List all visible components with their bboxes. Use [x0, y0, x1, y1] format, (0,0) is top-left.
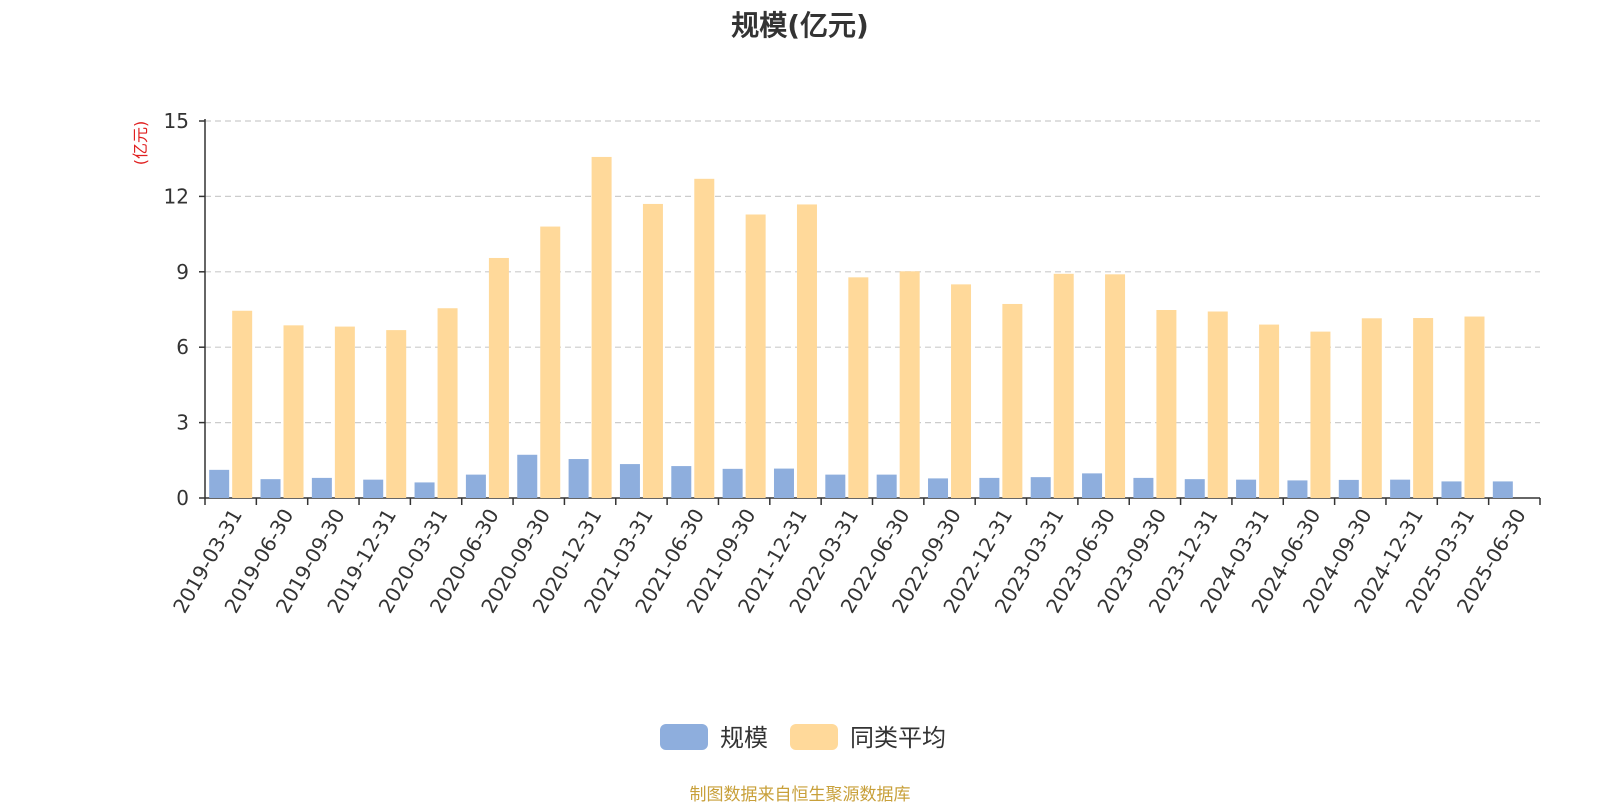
bar-peer-average-14 — [951, 284, 972, 498]
bar-scale-18 — [1133, 477, 1154, 498]
bar-peer-average-20 — [1259, 324, 1280, 498]
y-tick-label-0: 0 — [176, 486, 189, 510]
bar-scale-0 — [209, 469, 230, 498]
bar-peer-average-13 — [899, 271, 920, 498]
chart-title: 规模(亿元) — [731, 9, 869, 42]
bar-scale-4 — [414, 482, 435, 498]
bar-scale-17 — [1082, 473, 1103, 498]
x-tick-labels: 2019-03-312019-06-302019-09-302019-12-31… — [168, 505, 1531, 618]
bar-scale-22 — [1338, 479, 1359, 498]
bar-peer-average-21 — [1310, 331, 1331, 498]
bar-scale-11 — [773, 468, 794, 498]
y-tick-label-4: 12 — [164, 184, 189, 208]
bar-peer-average-10 — [745, 214, 766, 498]
bar-peer-average-4 — [437, 308, 458, 498]
bar-peer-average-15 — [1002, 303, 1023, 498]
bar-scale-15 — [979, 477, 1000, 498]
bar-peer-average-3 — [386, 330, 407, 498]
bar-peer-average-6 — [540, 226, 561, 498]
bar-scale-13 — [876, 474, 897, 498]
bar-peer-average-22 — [1361, 318, 1382, 498]
bar-peer-average-0 — [232, 310, 253, 498]
bar-scale-6 — [517, 454, 538, 498]
legend[interactable]: 规模 同类平均 — [660, 724, 946, 752]
bar-peer-average-19 — [1207, 311, 1228, 498]
bar-peer-average-24 — [1464, 316, 1485, 498]
legend-swatch-peer-average[interactable] — [790, 724, 838, 750]
y-tick-labels: 0 3 6 9 12 15 — [164, 109, 189, 510]
bar-scale-9 — [671, 466, 692, 498]
y-axis-unit-label: (亿元) — [131, 121, 150, 166]
bar-scale-1 — [260, 479, 281, 498]
bar-peer-average-8 — [642, 203, 663, 498]
bars — [209, 156, 1513, 498]
y-tick-label-3: 9 — [176, 260, 189, 284]
y-tick-label-1: 3 — [176, 411, 189, 435]
bar-scale-20 — [1236, 479, 1257, 498]
bar-scale-10 — [722, 468, 743, 498]
bar-scale-12 — [825, 474, 846, 498]
bar-scale-24 — [1441, 481, 1462, 498]
bar-scale-5 — [465, 474, 486, 498]
bar-peer-average-16 — [1053, 273, 1074, 498]
bar-peer-average-7 — [591, 156, 612, 498]
bar-peer-average-1 — [283, 325, 304, 498]
legend-label-scale[interactable]: 规模 — [720, 724, 768, 752]
bar-scale-23 — [1390, 479, 1411, 498]
bar-peer-average-23 — [1413, 318, 1434, 498]
bar-scale-8 — [619, 464, 640, 498]
bar-peer-average-9 — [694, 178, 715, 498]
bar-scale-19 — [1184, 479, 1205, 498]
bar-scale-25 — [1492, 481, 1513, 498]
bar-scale-7 — [568, 459, 589, 498]
y-tick-label-2: 6 — [176, 335, 189, 359]
bar-scale-3 — [363, 479, 384, 498]
bar-scale-2 — [311, 477, 332, 498]
bar-peer-average-17 — [1105, 274, 1126, 498]
y-tick-label-5: 15 — [164, 109, 189, 133]
bar-peer-average-12 — [848, 277, 869, 498]
data-source-note: 制图数据来自恒生聚源数据库 — [689, 785, 911, 805]
bar-scale-21 — [1287, 480, 1308, 498]
bar-peer-average-18 — [1156, 310, 1177, 498]
bar-peer-average-2 — [334, 326, 355, 498]
legend-label-peer-average[interactable]: 同类平均 — [850, 724, 946, 752]
bar-scale-16 — [1030, 477, 1051, 498]
legend-swatch-scale[interactable] — [660, 724, 708, 750]
bar-peer-average-5 — [488, 257, 509, 498]
bar-peer-average-11 — [796, 204, 817, 498]
bar-scale-14 — [928, 478, 949, 498]
